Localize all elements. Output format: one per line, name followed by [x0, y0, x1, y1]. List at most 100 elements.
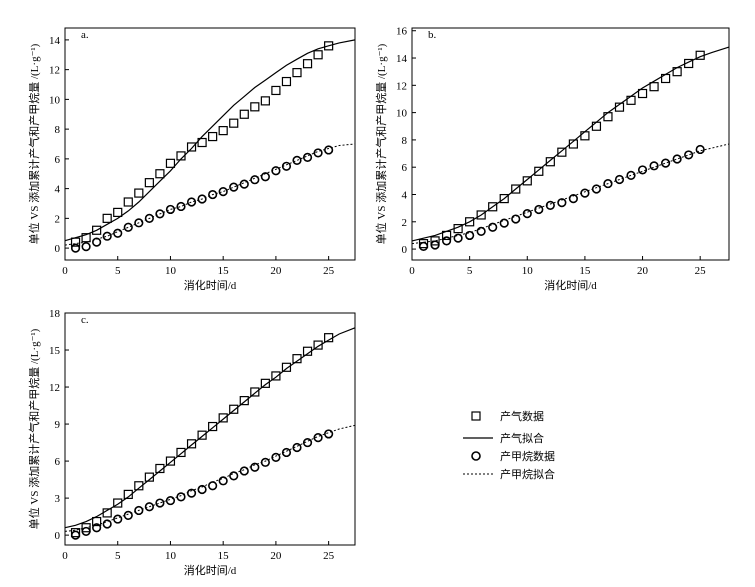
- methane-data-point-b-3: [441, 236, 452, 246]
- gas-data-point-b-12: [545, 157, 555, 167]
- methane-data-point-c-25: [324, 429, 334, 439]
- gas-data-point-a-9: [155, 169, 165, 179]
- methane-data-point-b-18: [614, 174, 625, 185]
- methane-data-point-a-24: [313, 148, 323, 158]
- gas-data-point-a-7: [134, 188, 144, 198]
- y-tick-label-b-2: 2: [402, 217, 408, 229]
- gas-fit-line-c: [64, 327, 356, 529]
- methane-data-point-a-10: [165, 204, 176, 215]
- gas-data-point-b-8: [499, 193, 509, 204]
- gas-data-point-b-16: [591, 121, 602, 131]
- gas-data-point-c-18: [250, 387, 260, 397]
- panel-label-a: a.: [81, 29, 89, 41]
- y-axis-title-a: 单位 VS 添加累计产气和产甲烷量 /(L·g⁻¹): [27, 43, 41, 244]
- methane-data-point-c-3: [92, 523, 102, 533]
- y-tick-label-b-4: 4: [402, 189, 408, 201]
- x-tick-label-b-10: 10: [522, 265, 534, 277]
- gas-data-point-b-15: [580, 131, 590, 141]
- gas-data-point-c-6: [123, 489, 133, 500]
- gas-data-point-c-14: [208, 421, 218, 432]
- gas-fit-line-a: [64, 39, 356, 242]
- methane-data-point-a-12: [186, 197, 197, 207]
- methane-data-point-a-1: [70, 243, 81, 253]
- y-tick-label-b-14: 14: [396, 53, 408, 65]
- legend-gas-data-label: 产气数据: [500, 409, 544, 423]
- x-tick-label-a-10: 10: [165, 265, 177, 277]
- methane-data-point-a-13: [197, 194, 207, 204]
- methane-data-point-a-9: [155, 209, 165, 219]
- methane-data-point-a-2: [81, 242, 91, 252]
- x-tick-label-c-15: 15: [218, 550, 230, 562]
- methane-data-point-a-22: [292, 155, 302, 165]
- gas-data-point-a-6: [123, 197, 133, 207]
- x-tick-label-c-20: 20: [270, 550, 282, 562]
- gas-data-point-a-14: [208, 131, 218, 142]
- chart-panel-a: 0 5 10 15 20 25 0 2 4 6 8 10 12 14 a. 消化时间/d 单位 VS 添加累计产…: [27, 27, 356, 292]
- gas-data-point-c-7: [134, 481, 144, 491]
- gas-data-point-a-15: [218, 126, 228, 136]
- y-axis-title-b: 单位 VS 添加累计产气和产甲烷量 /(L·g⁻¹): [374, 43, 388, 244]
- gas-data-point-b-9: [511, 184, 521, 194]
- gas-data-point-a-23: [302, 59, 313, 69]
- gas-data-point-a-16: [229, 118, 239, 128]
- gas-data-point-c-17: [239, 396, 249, 406]
- methane-data-point-b-14: [568, 193, 578, 204]
- y-tick-label-c-6: 6: [55, 456, 61, 468]
- methane-data-point-b-9: [511, 214, 521, 224]
- methane-data-point-a-19: [260, 172, 270, 182]
- gas-data-point-c-24: [313, 340, 323, 350]
- y-tick-label-b-12: 12: [396, 80, 407, 92]
- methane-data-point-b-10: [522, 209, 532, 219]
- x-tick-label-b-20: 20: [637, 265, 649, 277]
- gas-data-point-b-11: [534, 166, 544, 176]
- x-tick-label-b-5: 5: [467, 265, 473, 277]
- methane-data-point-c-23: [302, 437, 313, 448]
- y-tick-label-a-2: 2: [55, 213, 61, 225]
- methane-data-point-a-11: [176, 201, 186, 212]
- y-tick-label-c-0: 0: [55, 530, 61, 542]
- gas-data-point-b-5: [465, 217, 475, 227]
- methane-data-point-a-4: [102, 231, 112, 241]
- gas-data-point-c-2: [81, 523, 91, 533]
- methane-data-point-b-20: [637, 165, 648, 175]
- legend-methane-data-label: 产甲烷数据: [500, 449, 555, 463]
- gas-data-point-b-17: [603, 112, 613, 122]
- gas-data-point-c-16: [229, 404, 239, 414]
- gas-data-point-c-20: [271, 371, 281, 381]
- plot-frame-c: [64, 312, 356, 546]
- x-axis-title-a: 消化时间/d: [184, 278, 237, 292]
- gas-data-point-a-22: [292, 68, 302, 78]
- methane-data-point-c-5: [113, 514, 123, 524]
- methane-data-point-c-18: [250, 462, 260, 472]
- methane-data-point-c-1: [70, 530, 81, 540]
- methane-fit-line-a: [64, 143, 356, 246]
- gas-data-point-a-10: [165, 158, 176, 168]
- x-tick-label-c-0: 0: [62, 550, 68, 562]
- legend-gas-fit-label: 产气拟合: [500, 431, 544, 445]
- legend: 产气数据 产气拟合 产甲烷数据 产甲烷拟合: [463, 409, 555, 481]
- methane-data-point-a-23: [302, 152, 313, 162]
- x-tick-label-b-25: 25: [695, 265, 707, 277]
- y-tick-label-b-0: 0: [402, 244, 408, 256]
- x-tick-label-a-15: 15: [218, 265, 230, 277]
- gas-data-point-c-9: [155, 463, 165, 474]
- gas-data-point-c-10: [165, 456, 176, 466]
- legend-methane-data-marker: [471, 451, 481, 461]
- gas-data-point-b-20: [637, 88, 648, 99]
- x-tick-label-b-0: 0: [409, 265, 415, 277]
- gas-data-point-b-6: [476, 210, 486, 220]
- y-tick-label-b-6: 6: [402, 162, 408, 174]
- chart-panel-b: 0 5 10 15 20 25 0 2 4 6 8 10 12 14 16 b. 消化时间/d 单位 VS 添加累…: [374, 26, 730, 292]
- gas-data-point-c-21: [281, 362, 292, 372]
- gas-data-point-c-11: [176, 447, 186, 458]
- methane-data-point-c-8: [144, 502, 154, 512]
- methane-data-point-a-8: [144, 213, 154, 223]
- methane-data-point-c-16: [229, 471, 239, 481]
- methane-data-point-a-14: [208, 189, 218, 200]
- y-tick-label-a-8: 8: [55, 124, 61, 136]
- gas-data-point-a-11: [176, 151, 186, 161]
- gas-data-point-b-7: [488, 202, 498, 212]
- x-axis-title-c: 消化时间/d: [184, 563, 237, 577]
- gas-data-point-a-21: [281, 76, 292, 87]
- y-tick-label-c-9: 9: [55, 419, 61, 431]
